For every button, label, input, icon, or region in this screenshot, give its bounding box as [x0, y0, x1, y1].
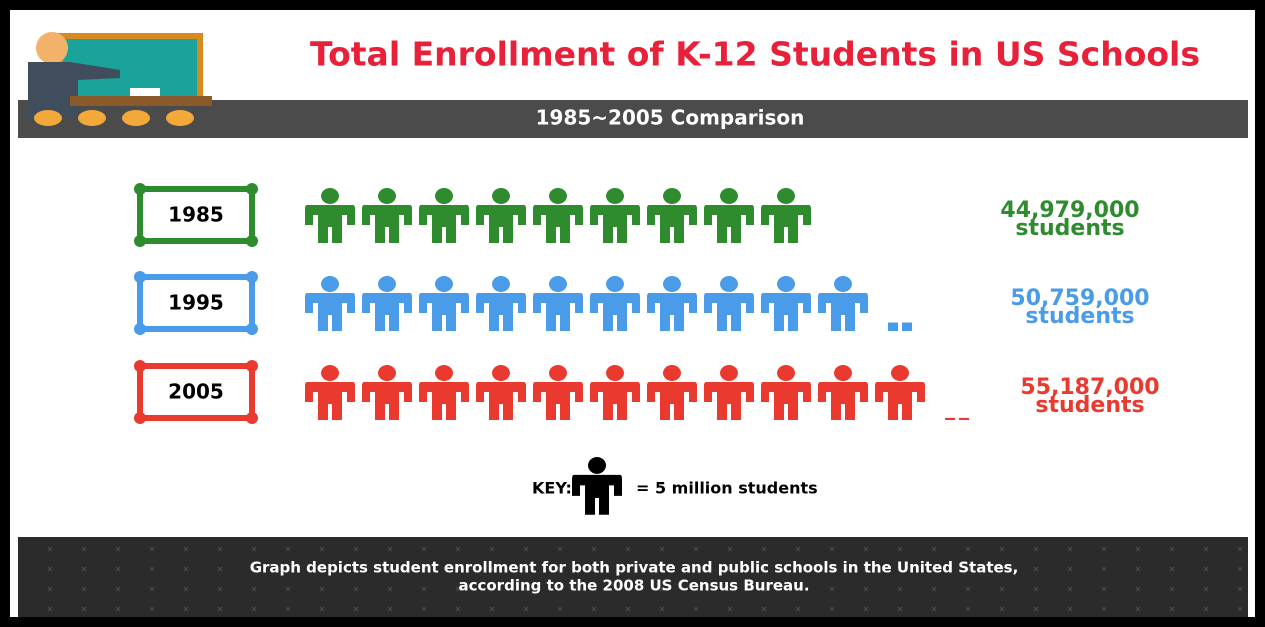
year-frame-corner	[134, 183, 146, 195]
icon-head	[588, 457, 606, 474]
icon-head	[891, 365, 909, 381]
icon-head	[663, 276, 681, 292]
year-frame-corner	[134, 412, 146, 424]
value-unit: students	[1035, 393, 1144, 418]
icon-head	[435, 276, 453, 292]
icon-head	[606, 188, 624, 204]
footnote: Graph depicts student enrollment for bot…	[250, 559, 1019, 577]
value-unit: students	[1025, 304, 1134, 329]
icon-head	[321, 276, 339, 292]
icon-head	[777, 365, 795, 381]
page: Total Enrollment of K-12 Students in US …	[0, 0, 1265, 627]
icon-head	[777, 276, 795, 292]
icon-head	[435, 365, 453, 381]
year-frame-corner	[134, 235, 146, 247]
icon-head	[378, 188, 396, 204]
year-frame-corner	[246, 271, 258, 283]
category-label: 1995	[168, 291, 224, 315]
icon-head	[663, 188, 681, 204]
chart-subtitle: 1985~2005 Comparison	[536, 106, 805, 130]
year-frame-corner	[246, 183, 258, 195]
key-title: KEY:	[532, 479, 572, 498]
key-label: = 5 million students	[636, 479, 818, 498]
icon-head	[435, 188, 453, 204]
icon-head	[606, 276, 624, 292]
year-frame-corner	[134, 323, 146, 335]
icon-head	[492, 365, 510, 381]
icon-head	[834, 365, 852, 381]
year-frame-corner	[246, 412, 258, 424]
icon-head	[549, 188, 567, 204]
icon-head	[492, 276, 510, 292]
icon-head	[663, 365, 681, 381]
icon-head	[321, 188, 339, 204]
icon-head	[720, 276, 738, 292]
icon-head	[492, 188, 510, 204]
icon-head	[321, 365, 339, 381]
icon-head	[720, 188, 738, 204]
icon-head	[549, 365, 567, 381]
category-label: 1985	[168, 203, 224, 227]
icon-head	[378, 276, 396, 292]
year-frame-corner	[134, 271, 146, 283]
icon-head	[720, 365, 738, 381]
icon-head	[549, 276, 567, 292]
icon-head	[777, 188, 795, 204]
year-frame-corner	[134, 360, 146, 372]
year-frame-corner	[246, 235, 258, 247]
chart-title: Total Enrollment of K-12 Students in US …	[310, 35, 1200, 74]
chart: Total Enrollment of K-12 Students in US …	[0, 0, 1265, 627]
year-frame-corner	[246, 360, 258, 372]
icon-head	[606, 365, 624, 381]
year-frame-corner	[246, 323, 258, 335]
icon-head	[834, 276, 852, 292]
category-label: 2005	[168, 380, 224, 404]
value-unit: students	[1015, 216, 1124, 241]
icon-head	[378, 365, 396, 381]
footnote: according to the 2008 US Census Bureau.	[458, 577, 809, 595]
